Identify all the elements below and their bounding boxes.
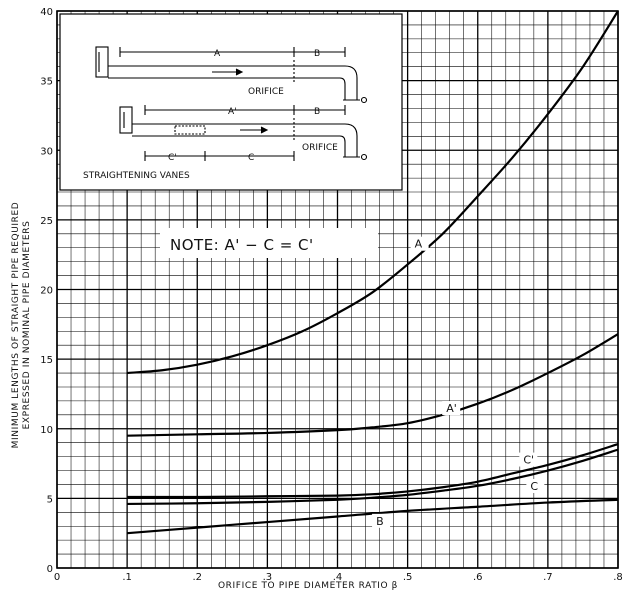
inset-panel [59,13,403,191]
x-tick-label: .8 [613,572,623,583]
inset-label-b: B [314,49,320,59]
curve-b [127,498,619,535]
curve-label-c-prime: C' [523,454,534,467]
y-axis-title-line-2: EXPRESSED IN NOMINAL PIPE DIAMETERS [22,221,32,430]
plot-frame [56,10,619,569]
x-axis-title: ORIFICE TO PIPE DIAMETER RATIO β [218,581,398,591]
inset-pipe-top [95,46,368,104]
y-tick-label: 15 [40,355,53,366]
curve-a [127,10,619,375]
y-tick-label: 10 [40,425,53,436]
curve-label-a-prime: A' [446,402,457,415]
curve-label-a: A [415,238,423,251]
inset-label-orifice-1: ORIFICE [248,87,284,97]
inset-label-a-prime: A' [228,107,237,117]
x-tick-label: .2 [192,572,202,583]
y-tick-labels: 0 5 10 15 20 25 30 35 40 [40,7,53,575]
inset-label-straightening-vanes: STRAIGHTENING VANES [83,171,190,181]
inset-label-c: C [248,153,254,163]
inset-label-a: A [214,49,221,59]
x-tick-label: .5 [403,572,413,583]
inset-label-orifice-2: ORIFICE [302,143,338,153]
curves [127,10,619,535]
curve-c [127,448,619,506]
note-background [160,228,378,258]
y-tick-label: 30 [40,146,53,157]
y-tick-label: 0 [47,564,53,575]
x-tick-label: .1 [122,572,132,583]
x-tick-label: 0 [54,572,60,583]
y-axis-title-line-1: MINIMUM LENGTHS OF STRAIGHT PIPE REQUIRE… [11,202,21,449]
curve-label-background [526,479,545,494]
y-tick-label: 5 [47,494,53,505]
note-annotation: NOTE: A' − C = C' [170,236,314,254]
curve-label-background [519,452,538,467]
y-tick-label: 35 [40,77,53,88]
curve-label-background [442,401,461,416]
inset-label-b-2: B [314,107,320,117]
note-group: NOTE: A' − C = C' [160,228,378,258]
piping-inset-diagram: A B ORIFICE A' B ORIFICE C' C STRAIGHTEN… [59,13,403,191]
y-axis-title: MINIMUM LENGTHS OF STRAIGHT PIPE REQUIRE… [11,202,32,449]
x-tick-label: .7 [543,572,553,583]
curve-labels: A A' C' C B [372,236,545,528]
inset-label-c-prime: C' [168,153,177,163]
curve-label-background [410,236,429,251]
x-tick-label: .3 [263,572,273,583]
x-tick-labels: 0 .1 .2 .3 .4 .5 .6 .7 .8 [54,572,623,583]
curve-a-prime [127,333,619,437]
x-tick-label: .6 [473,572,483,583]
y-tick-label: 25 [40,216,53,227]
inset-pipe-bottom [119,105,368,161]
x-tick-label: .4 [333,572,343,583]
y-tick-label: 20 [40,286,53,297]
curve-label-c: C [530,480,538,493]
curve-label-b: B [376,515,384,528]
curve-c-prime [127,443,619,499]
curve-label-background [372,513,391,528]
y-tick-label: 40 [40,7,53,18]
